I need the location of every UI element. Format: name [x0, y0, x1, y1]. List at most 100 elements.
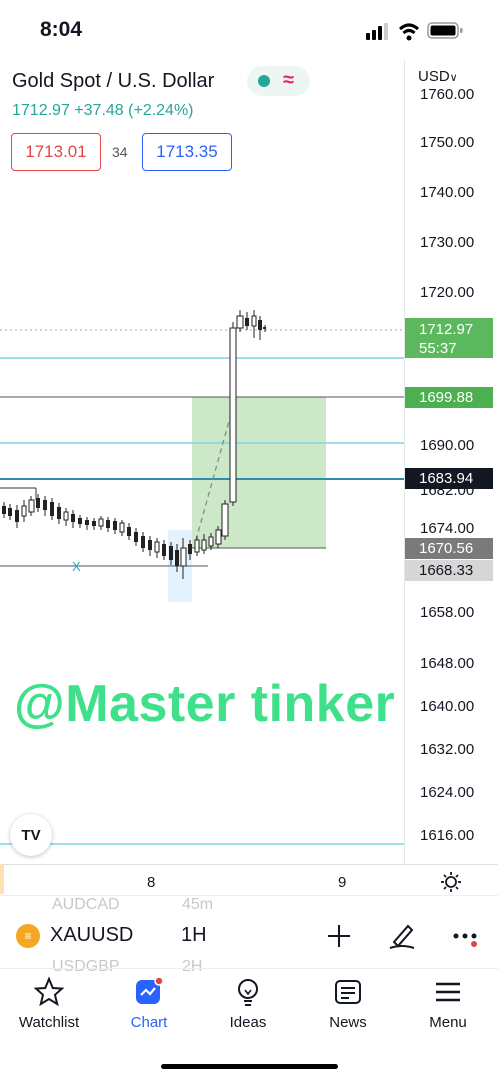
projection-line	[195, 395, 237, 541]
target-price-tag: 1699.88	[405, 387, 493, 408]
price-tick: 1730.00	[420, 234, 475, 251]
nav-menu[interactable]: Menu	[403, 976, 493, 1031]
nav-label: News	[329, 1014, 367, 1031]
nav-watchlist[interactable]: Watchlist	[4, 976, 94, 1031]
candle	[50, 498, 54, 520]
candle	[98, 516, 104, 530]
status-icons	[366, 22, 463, 41]
nav-news[interactable]: News	[303, 976, 393, 1031]
candle	[194, 536, 200, 556]
candle	[221, 500, 229, 540]
candle	[245, 312, 249, 330]
candle	[154, 538, 160, 558]
candle	[188, 540, 192, 560]
sell-button[interactable]: 1713.01	[11, 133, 101, 171]
candle	[113, 518, 117, 534]
candle	[57, 503, 61, 524]
entry-price-tag: 1670.56	[405, 538, 493, 559]
price-tick: 1674.00	[420, 520, 475, 537]
candle	[175, 544, 179, 572]
time-tick: 9	[338, 874, 347, 891]
signal-icon	[366, 23, 388, 40]
drawing-pen-icon[interactable]	[388, 920, 416, 950]
ghost-symbol: AUDCAD	[52, 896, 120, 913]
time-axis-marker	[0, 864, 4, 894]
candle	[85, 517, 89, 530]
candle	[141, 532, 145, 552]
price-change-pct: (+2.24%)	[128, 102, 194, 119]
price-tick: 1760.00	[420, 86, 475, 103]
candle	[15, 505, 19, 528]
candle	[63, 508, 69, 526]
candle	[215, 526, 222, 548]
candle	[92, 518, 96, 530]
nav-chart[interactable]: Chart	[104, 976, 194, 1031]
candle	[251, 310, 257, 338]
candle	[28, 496, 35, 516]
candle	[208, 533, 214, 550]
gold-coin-icon: ≡	[16, 924, 40, 948]
candle	[8, 504, 12, 520]
price-tick: 1690.00	[420, 437, 475, 454]
chart-mode-toggle[interactable]: ≈	[247, 66, 310, 96]
currency-selector[interactable]: USD∨	[418, 68, 458, 85]
watermark-text: @Master tinker	[14, 675, 396, 733]
hamburger-icon	[436, 982, 460, 1002]
candle	[134, 528, 138, 546]
candle	[21, 500, 27, 522]
nav-label: Watchlist	[18, 1014, 80, 1031]
candle	[2, 502, 6, 518]
candle	[148, 536, 152, 556]
candle	[236, 310, 244, 332]
stop-price-tag: 1668.33	[405, 560, 493, 581]
buy-button[interactable]: 1713.35	[142, 133, 232, 171]
settings-icon[interactable]	[440, 871, 462, 893]
nav-ideas[interactable]: Ideas	[203, 976, 293, 1031]
time-tick: 8	[147, 874, 156, 891]
home-indicator[interactable]	[161, 1064, 338, 1069]
price-summary: 1712.97 +37.48 (+2.24%)	[12, 102, 194, 120]
plus-icon[interactable]	[326, 923, 352, 949]
price-tick: 1658.00	[420, 604, 475, 621]
candle	[119, 520, 125, 536]
news-icon	[335, 980, 361, 1004]
x-marker: X	[72, 559, 81, 574]
price-tick: 1750.00	[420, 134, 475, 151]
candle	[201, 534, 207, 554]
last-price-tag: 1712.97 55:37	[405, 318, 493, 358]
bar-countdown: 55:37	[419, 340, 457, 357]
candles	[2, 310, 266, 579]
last-price-tag-value: 1712.97	[419, 321, 474, 338]
candle	[162, 540, 166, 560]
candle	[258, 316, 262, 340]
status-time: 8:04	[40, 18, 83, 41]
profit-zone	[192, 397, 326, 548]
price-tick: 1720.00	[420, 284, 475, 301]
nav-divider	[0, 968, 498, 969]
more-options-icon[interactable]	[452, 930, 480, 948]
last-price: 1712.97	[12, 102, 70, 119]
price-tick: 1632.00	[420, 741, 475, 758]
candle	[106, 517, 110, 532]
chevron-down-icon: ∨	[449, 72, 458, 84]
ghost-interval: 45m	[182, 896, 214, 913]
ghost-interval: 2H	[182, 958, 203, 975]
lightbulb-icon	[238, 979, 258, 1006]
symbol-selector[interactable]: XAUUSD	[50, 924, 134, 946]
line-price-tag: 1683.94	[405, 468, 493, 489]
candle	[36, 494, 40, 512]
nav-label: Ideas	[229, 1014, 267, 1031]
price-change: +37.48	[74, 102, 124, 119]
price-tick: 1648.00	[420, 655, 475, 672]
interval-selector[interactable]: 1H	[181, 924, 207, 946]
star-icon	[33, 976, 65, 1007]
price-tick: 1640.00	[420, 698, 475, 715]
candle	[78, 515, 82, 528]
candle	[127, 523, 131, 540]
tradingview-logo-icon[interactable]: TV	[10, 814, 52, 856]
wifi-icon	[399, 23, 419, 41]
price-axis-divider	[404, 60, 405, 865]
candle	[229, 322, 237, 506]
symbol-title[interactable]: Gold Spot / U.S. Dollar	[12, 70, 215, 92]
